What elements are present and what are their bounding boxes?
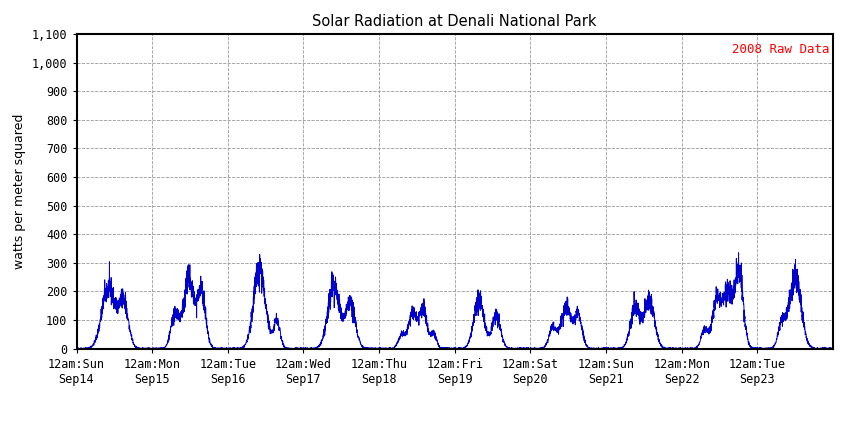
Y-axis label: watts per meter squared: watts per meter squared xyxy=(14,113,26,269)
Text: 2008 Raw Data: 2008 Raw Data xyxy=(732,43,830,57)
Title: Solar Radiation at Denali National Park: Solar Radiation at Denali National Park xyxy=(313,14,597,28)
